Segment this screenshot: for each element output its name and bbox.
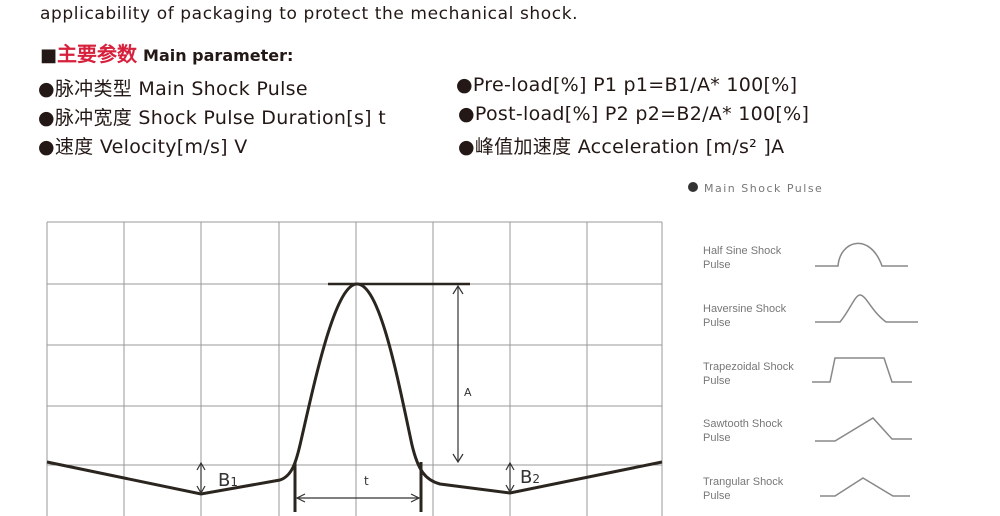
param-acceleration: ●峰值加速度 Acceleration [m/s² ]A [458,136,785,158]
legend-half-sine: Half Sine Shock Pulse [703,245,782,271]
sawtooth-shape [815,417,912,442]
heading-cn: 主要参数 [57,42,138,66]
legend-trapezoidal: Trapezoidal Shock Pulse [703,361,794,387]
legend-sawtooth: Sawtooth Shock Pulse [703,418,783,444]
heading-en: Main parameter: [143,46,294,65]
intro-text: applicability of packaging to protect th… [40,4,579,24]
haversine-shape [815,294,918,323]
legend-title: Main Shock Pulse [704,182,823,195]
pulse-curve [46,282,663,496]
legend-triangular: Trangular Shock Pulse [703,476,784,502]
label-t: t [364,474,369,488]
label-b2: B2 [520,467,540,488]
label-a: A [464,386,472,399]
half-sine-shape [815,242,908,267]
param-velocity: ●速度 Velocity[m/s] V [38,136,248,158]
param-main-shock-pulse: ●脉冲类型 Main Shock Pulse [38,78,308,100]
legend-haversine: Haversine Shock Pulse [703,303,787,329]
param-duration: ●脉冲宽度 Shock Pulse Duration[s] t [38,107,386,129]
pulse-shapes [812,242,918,497]
section-heading: ■主要参数 Main parameter: [40,38,293,67]
square-marker-icon: ■ [40,45,58,66]
param-preload: ●Pre-load[%] P1 p1=B1/A* 100[%] [456,74,798,96]
legend-bullet-icon [688,182,698,192]
param-postload: ●Post-load[%] P2 p2=B2/A* 100[%] [458,103,810,125]
triangular-shape [820,477,910,497]
trapezoidal-shape [812,357,912,383]
grid [46,221,663,516]
label-b1: B1 [218,470,238,491]
